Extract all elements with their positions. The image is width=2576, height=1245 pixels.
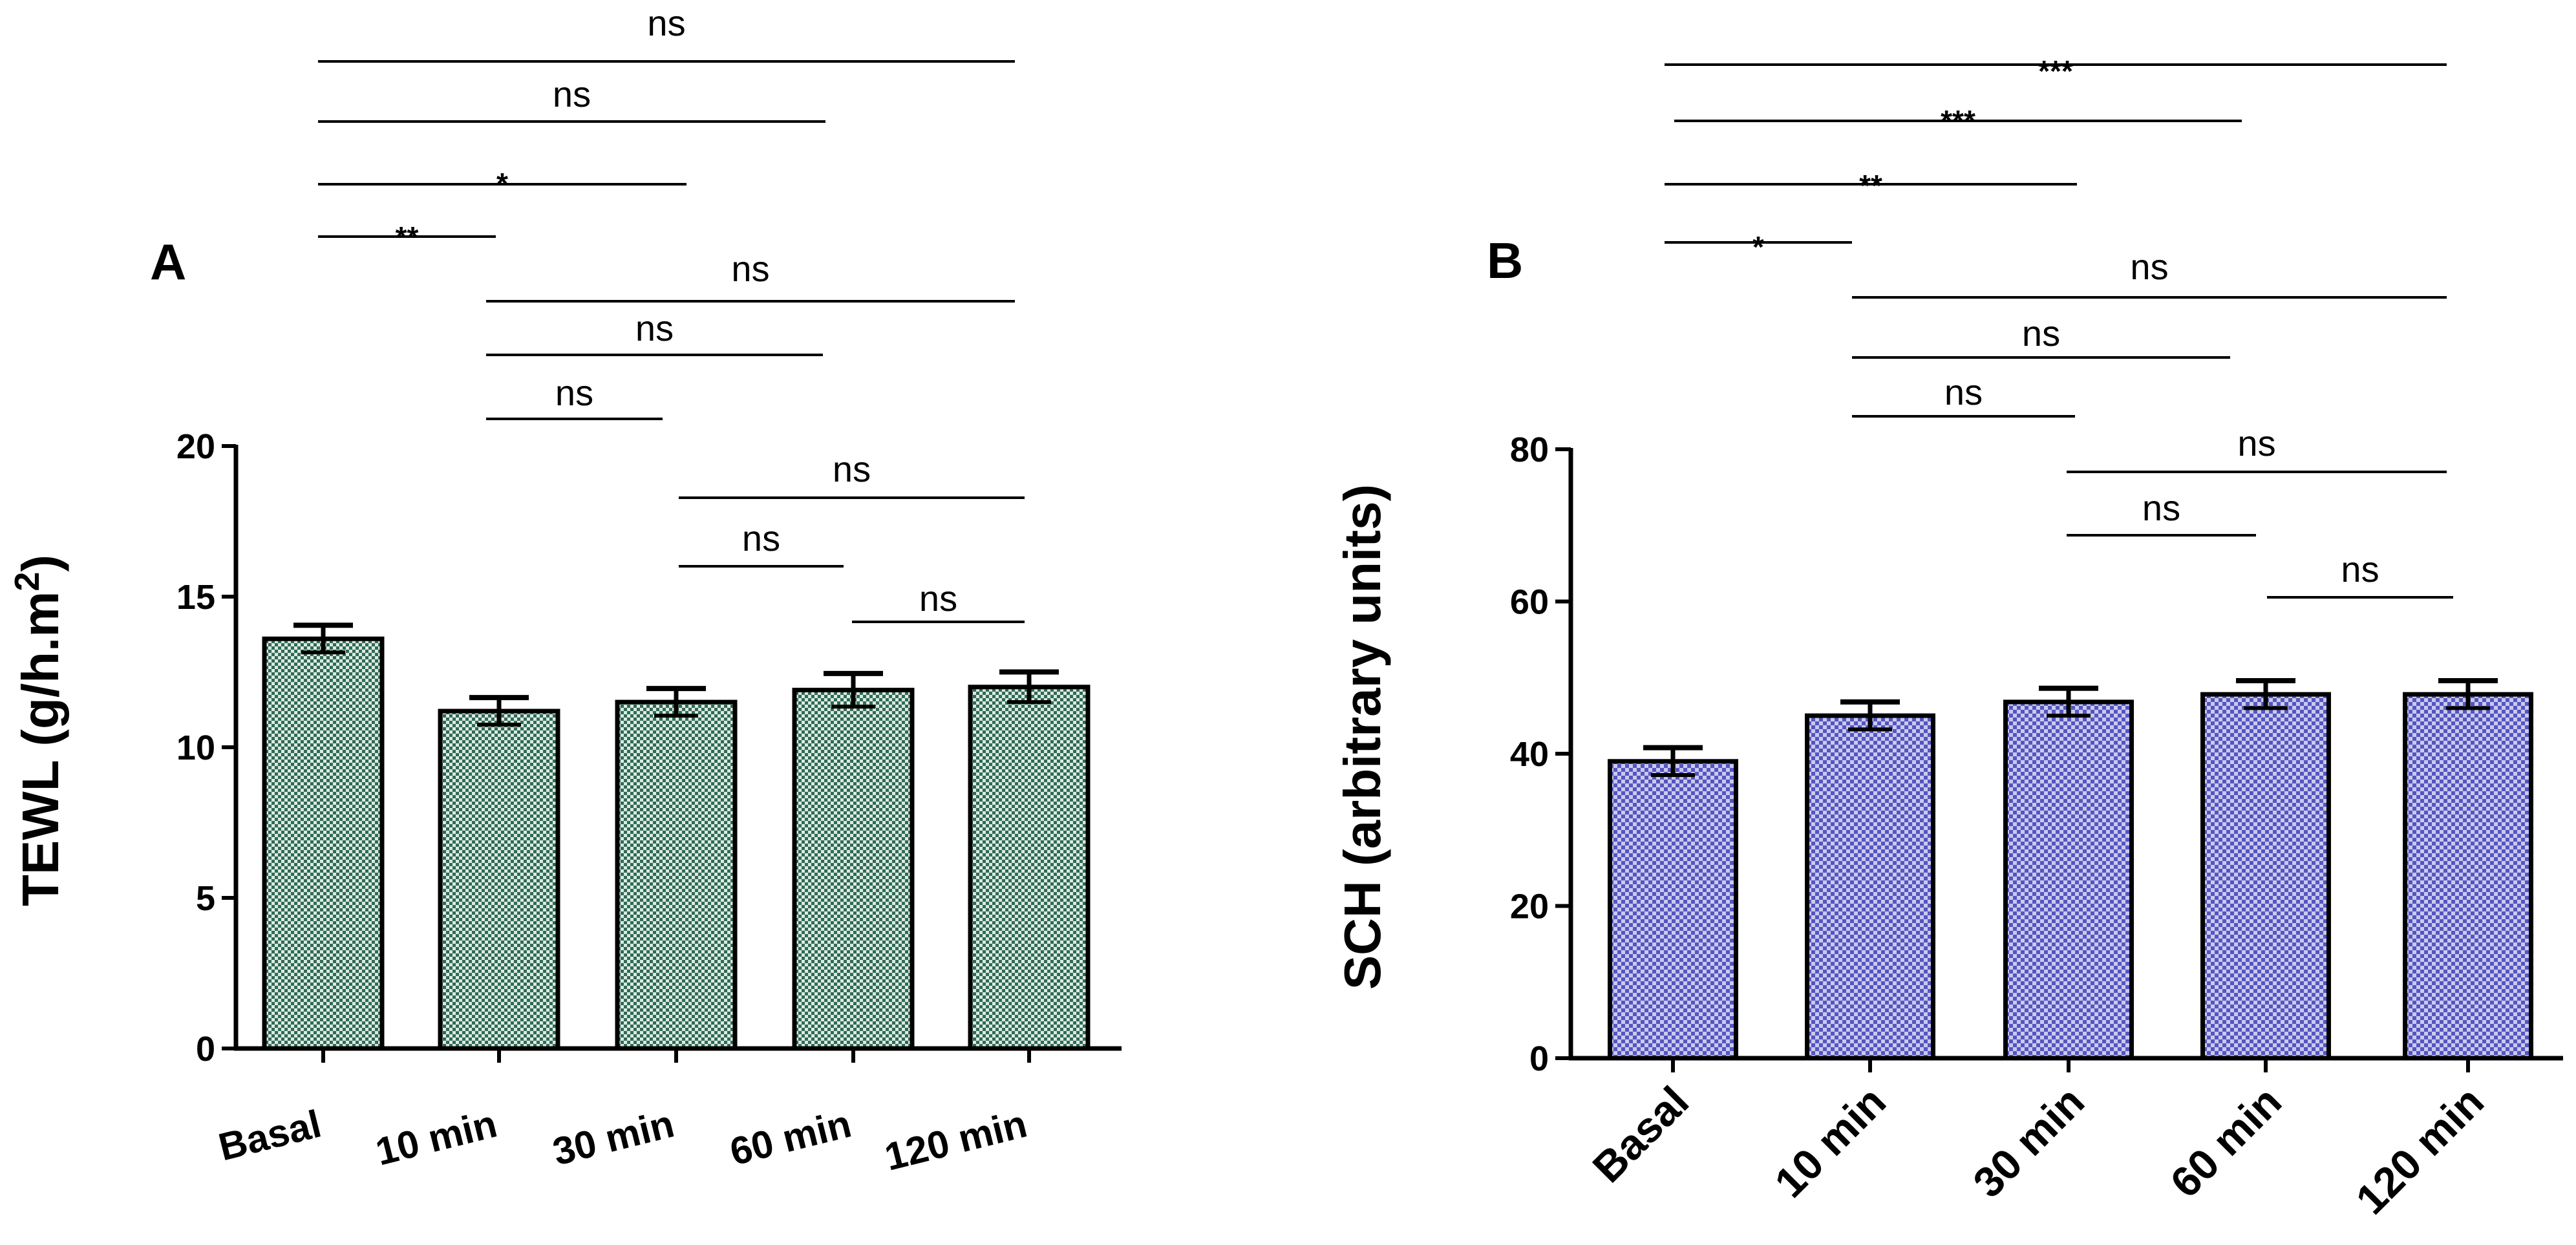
panel-b-bar (2200, 692, 2331, 1061)
panel-b-label: B (1487, 232, 1523, 289)
panel-b-bars (1608, 677, 2533, 1061)
panel-b-error-bar (1840, 699, 1900, 732)
panel-b-category-label: 30 min (1964, 1077, 2093, 1206)
panel-a-bars (262, 622, 1091, 1051)
panel-b-comparison-label: * (1752, 230, 1764, 264)
panel-a-chart: A TEWL (g/h.m2) 0 5 10 15 20 Basal 10 min 30 mi… (8, 3, 1122, 1179)
panel-b-category-label: Basal (1583, 1077, 1698, 1191)
panel-a-comparison-label: ** (396, 220, 419, 254)
panel-b-category-label: 10 min (1765, 1077, 1895, 1206)
panel-b-chart: B SCH (arbitrary units) 0 20 40 60 80 Basal 10… (1334, 54, 2563, 1223)
panel-b-comparison-label: ns (1944, 372, 1983, 412)
panel-a-bar (262, 636, 385, 1051)
panel-a-comparison-label: ns (635, 308, 674, 348)
panel-a-y-tick-label: 0 (196, 1030, 215, 1069)
panel-a-comparison-label: ns (833, 449, 871, 489)
panel-a-comparison-label: * (496, 167, 508, 200)
panel-a-category-label: 120 min (880, 1102, 1031, 1179)
panel-b-y-tick-label: 40 (1510, 735, 1549, 774)
panel-b-error-bar (2236, 677, 2295, 710)
panel-a-comparison-label: ns (555, 372, 593, 413)
panel-b-error-bar (2039, 685, 2098, 718)
panel-b-category-label: 60 min (2161, 1077, 2290, 1206)
panel-a-error-bar (824, 670, 883, 709)
panel-b-comparison-label: ns (2341, 549, 2379, 590)
panel-b-comparison-label: ns (2142, 487, 2180, 528)
panel-a-label: A (150, 233, 186, 290)
panel-a-comparison-label: ns (553, 74, 591, 114)
panel-a-comparison-label: ns (647, 3, 685, 43)
panel-a-error-bar (646, 686, 706, 718)
panel-a-y-tick-label: 10 (176, 729, 215, 767)
panel-b-comparison-label: ** (1859, 169, 1882, 202)
panel-b-bar (2003, 699, 2134, 1061)
panel-b-comparison-label: *** (1941, 104, 1975, 138)
panel-a-bar (968, 685, 1091, 1051)
panel-a-error-bar (999, 669, 1059, 705)
panel-b-y-tick-label: 60 (1510, 583, 1549, 622)
panel-b-category-label: 120 min (2347, 1077, 2493, 1223)
panel-b-y-axis-title: SCH (arbitrary units) (1334, 484, 1391, 990)
panel-b-y-tick-label: 80 (1510, 431, 1549, 469)
panel-a-comparison-label: ns (919, 578, 957, 619)
panel-a-category-label: 30 min (549, 1102, 679, 1174)
panel-b-comparison-label: ns (2237, 423, 2275, 463)
panel-a-bar (438, 708, 560, 1051)
panel-a-y-tick-label: 20 (176, 427, 215, 466)
panel-a-bar (792, 687, 915, 1051)
panel-a-error-bar (293, 622, 353, 655)
panel-b-bar (1608, 759, 1738, 1061)
panel-a-error-bar (469, 695, 529, 727)
panel-b-y-tick-label: 0 (1529, 1039, 1549, 1078)
panel-b-error-bar (1643, 745, 1703, 777)
panel-b-comparison-label: ns (2130, 246, 2168, 287)
panel-b-comparison-label: ns (2022, 313, 2060, 354)
panel-b-comparison-label: *** (2038, 54, 2073, 88)
panel-a-category-label: 60 min (726, 1102, 856, 1174)
panel-a-y-axis-title: TEWL (g/h.m2) (8, 555, 69, 906)
panel-a-comparison-label: ns (742, 518, 780, 559)
panel-a-bar (615, 699, 738, 1051)
panel-b-bar (2403, 692, 2533, 1061)
panel-a-category-label: Basal (215, 1102, 326, 1169)
panel-a-category-label: 10 min (372, 1102, 502, 1174)
panel-a-y-tick-label: 15 (176, 578, 215, 617)
panel-b-error-bar (2438, 677, 2498, 710)
panel-b-y-tick-label: 20 (1510, 888, 1549, 926)
panel-a-comparison-label: ns (731, 248, 769, 289)
panel-a-y-tick-label: 5 (196, 879, 215, 918)
panel-b-bar (1805, 713, 1935, 1061)
